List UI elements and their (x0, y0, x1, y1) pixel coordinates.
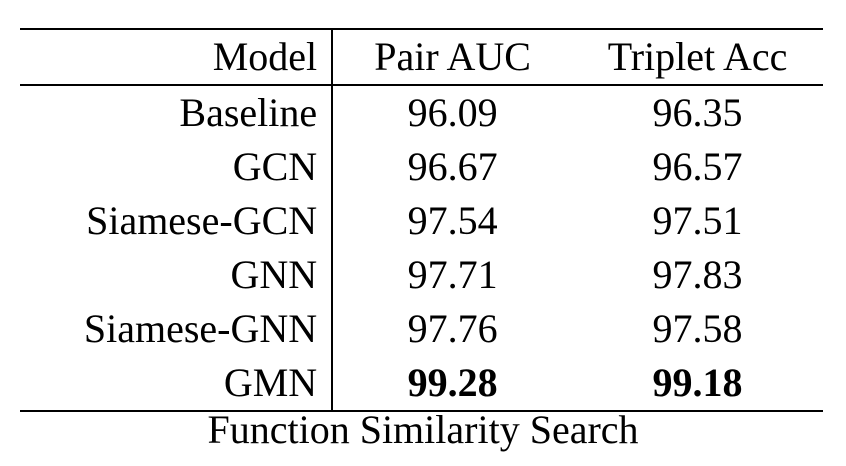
row-triplet-acc-best: 99.18 (572, 356, 823, 412)
header-model: Model (20, 28, 334, 86)
table-caption: Function Similarity Search (207, 407, 639, 452)
table-row: Siamese-GCN 97.54 97.51 (20, 194, 823, 248)
row-triplet-acc: 97.83 (652, 252, 743, 297)
table-row: GNN 97.71 97.83 (20, 248, 823, 302)
results-table-container: Model Pair AUC Triplet Acc Baseline 96.0… (20, 28, 823, 412)
row-pair-auc: 96.09 (407, 90, 498, 135)
row-model: GCN (20, 140, 334, 194)
row-triplet-acc: 97.58 (652, 306, 743, 351)
table-row: GCN 96.67 96.57 (20, 140, 823, 194)
row-pair-auc: 97.71 (407, 252, 498, 297)
row-triplet-acc: 96.57 (652, 144, 743, 189)
row-pair-auc: 97.54 (407, 198, 498, 243)
results-table: Model Pair AUC Triplet Acc Baseline 96.0… (20, 28, 823, 412)
row-triplet-acc: 96.35 (652, 90, 743, 135)
row-model: Siamese-GCN (20, 194, 334, 248)
header-pair-auc: Pair AUC (332, 28, 573, 86)
header-row: Model Pair AUC Triplet Acc (20, 28, 823, 86)
row-model: GMN (20, 356, 334, 412)
row-model: GNN (20, 248, 334, 302)
row-pair-auc: 96.67 (407, 144, 498, 189)
table-row: Siamese-GNN 97.76 97.58 (20, 302, 823, 356)
table-header: Model Pair AUC Triplet Acc (20, 28, 823, 86)
row-model: Siamese-GNN (20, 302, 334, 356)
row-pair-auc-best: 99.28 (332, 356, 573, 412)
header-triplet-acc: Triplet Acc (572, 28, 823, 86)
row-pair-auc: 97.76 (407, 306, 498, 351)
row-model: Baseline (20, 85, 334, 140)
row-triplet-acc: 97.51 (652, 198, 743, 243)
table-body: Baseline 96.09 96.35 GCN 96.67 96.57 Sia… (20, 85, 823, 412)
table-row: Baseline 96.09 96.35 (20, 85, 823, 140)
table-row-best: GMN 99.28 99.18 (20, 356, 823, 412)
